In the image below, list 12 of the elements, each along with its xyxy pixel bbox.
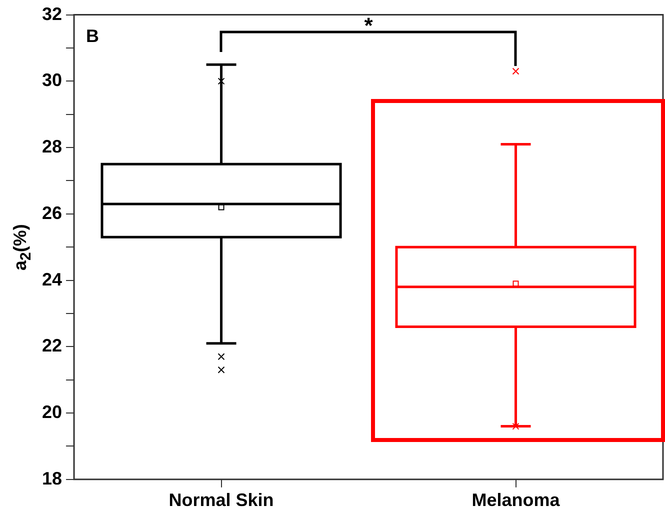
y-tick-label: 24 xyxy=(42,269,62,290)
y-tick-label: 26 xyxy=(42,202,62,223)
x-tick-label: Melanoma xyxy=(472,490,561,510)
y-tick-label: 32 xyxy=(42,4,62,24)
annotation: B xyxy=(86,26,100,46)
y-tick-label: 22 xyxy=(42,336,62,356)
y-tick-label: 20 xyxy=(42,402,62,422)
y-tick-label: 18 xyxy=(42,468,62,488)
annotation: * xyxy=(364,12,374,38)
y-tick-label: 30 xyxy=(42,70,62,90)
y-tick-label: 28 xyxy=(42,136,62,157)
x-tick-label: Normal Skin xyxy=(168,490,274,510)
